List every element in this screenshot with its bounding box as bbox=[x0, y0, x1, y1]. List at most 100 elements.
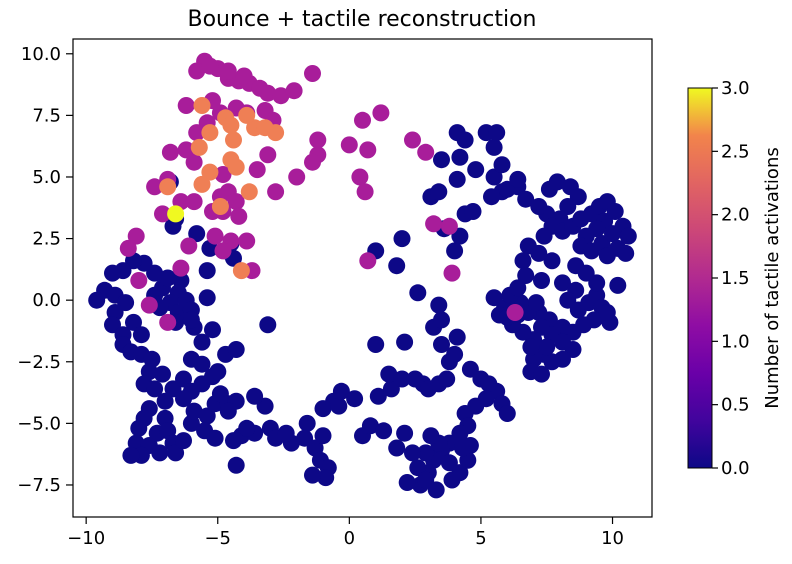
data-point-v0-123 bbox=[417, 444, 435, 462]
data-point-v0-145 bbox=[182, 350, 200, 368]
data-point-v0-260 bbox=[598, 304, 616, 321]
y-tick-label: 2.5 bbox=[32, 229, 61, 250]
data-point-v1-58 bbox=[130, 272, 148, 289]
y-tick-label: 10.0 bbox=[21, 44, 61, 65]
data-point-v0-211 bbox=[619, 227, 637, 245]
data-point-v0-102 bbox=[446, 345, 464, 363]
plot-frame bbox=[72, 38, 653, 518]
data-point-v1-65 bbox=[443, 264, 461, 282]
data-point-v0-90 bbox=[361, 417, 379, 435]
data-point-v0-135 bbox=[396, 424, 414, 442]
data-point-v0-250 bbox=[527, 294, 545, 312]
data-point-v1-33 bbox=[309, 131, 327, 149]
x-tick-label: −10 bbox=[67, 528, 105, 549]
data-point-v1-40 bbox=[404, 131, 421, 149]
x-tick-label: 0 bbox=[344, 528, 355, 549]
data-point-v1-27 bbox=[248, 161, 266, 179]
data-point-v0-55 bbox=[151, 444, 169, 462]
data-point-v0-243 bbox=[533, 365, 550, 383]
data-point-v0-214 bbox=[617, 244, 635, 262]
data-point-v0-57 bbox=[122, 446, 140, 464]
data-point-v0-61 bbox=[198, 407, 216, 425]
data-point-v1-17 bbox=[177, 97, 195, 114]
data-point-v1-1 bbox=[188, 62, 206, 80]
x-axis: −10 −5 0 5 10 bbox=[67, 517, 624, 549]
data-point-v1-26 bbox=[227, 193, 245, 211]
data-point-v0-267 bbox=[530, 198, 548, 215]
data-point-v0-60 bbox=[185, 402, 203, 420]
data-point-v0-44 bbox=[156, 392, 174, 410]
data-point-v2-1 bbox=[193, 97, 211, 114]
data-point-v0-22 bbox=[104, 264, 121, 282]
scatter-points bbox=[88, 52, 637, 499]
y-tick-label: −5.0 bbox=[17, 413, 61, 434]
data-point-v1-62 bbox=[359, 252, 377, 270]
data-point-v0-172 bbox=[433, 151, 450, 169]
y-axis: −7.5 −5.0 −2.5 0.0 2.5 5.0 7.5 10.0 bbox=[17, 44, 73, 496]
y-tick-label: −7.5 bbox=[17, 475, 61, 496]
data-point-v1-34 bbox=[340, 136, 358, 154]
data-point-v1-56 bbox=[180, 237, 198, 255]
data-point-v1-28 bbox=[259, 146, 277, 164]
data-point-v0-185 bbox=[485, 138, 503, 156]
y-tick-label: 0.0 bbox=[32, 290, 61, 311]
data-point-v0-43 bbox=[175, 390, 192, 408]
data-point-v0-147 bbox=[204, 321, 221, 339]
data-point-v1-59 bbox=[140, 296, 158, 314]
data-point-v0-176 bbox=[485, 168, 503, 186]
data-point-v3-0 bbox=[167, 205, 185, 223]
data-point-v1-35 bbox=[354, 111, 371, 129]
data-point-v0-257 bbox=[567, 257, 585, 275]
data-point-v1-39 bbox=[356, 183, 374, 201]
data-point-v1-60 bbox=[159, 313, 177, 331]
data-point-v1-7 bbox=[259, 84, 277, 102]
data-point-v1-63 bbox=[425, 215, 443, 233]
data-point-v1-22 bbox=[185, 153, 203, 171]
data-point-v0-255 bbox=[509, 279, 527, 297]
data-point-v0-85 bbox=[314, 427, 332, 445]
data-point-v0-95 bbox=[393, 370, 411, 388]
data-point-v0-265 bbox=[488, 124, 506, 142]
data-point-v0-219 bbox=[517, 267, 535, 284]
data-point-v0-58 bbox=[175, 432, 192, 450]
data-point-v1-52 bbox=[214, 242, 232, 260]
data-point-v1-8 bbox=[272, 87, 290, 105]
data-point-v1-53 bbox=[238, 232, 256, 250]
x-tick-label: 5 bbox=[475, 528, 486, 549]
data-point-v0-161 bbox=[409, 284, 427, 302]
data-point-v1-69 bbox=[235, 67, 253, 85]
data-point-v0-162 bbox=[388, 257, 406, 275]
data-point-v1-64 bbox=[440, 217, 458, 235]
data-point-v0-103 bbox=[433, 336, 450, 353]
data-point-v0-68 bbox=[219, 402, 237, 420]
data-point-v1-49 bbox=[230, 207, 248, 225]
data-point-v0-47 bbox=[130, 419, 148, 437]
data-point-v0-146 bbox=[193, 333, 211, 351]
data-point-v1-41 bbox=[417, 143, 435, 161]
data-point-v0-264 bbox=[522, 338, 540, 356]
data-point-v2-2 bbox=[190, 138, 208, 156]
data-point-v0-134 bbox=[422, 427, 440, 445]
colorbar-label: Number of tactile activations bbox=[762, 147, 783, 408]
data-point-v0-195 bbox=[535, 227, 553, 245]
data-point-v0-94 bbox=[380, 365, 398, 383]
data-point-v0-173 bbox=[451, 148, 469, 166]
data-point-v2-12 bbox=[267, 124, 285, 142]
data-point-v2-16 bbox=[238, 106, 256, 124]
colorbar-tick-label: 0.0 bbox=[721, 458, 750, 479]
data-point-v0-175 bbox=[467, 161, 485, 179]
data-point-v0-91 bbox=[375, 422, 393, 440]
data-point-v0-17 bbox=[159, 269, 177, 287]
data-point-v1-57 bbox=[172, 259, 190, 277]
data-point-v0-132 bbox=[417, 471, 435, 489]
data-point-v0-70 bbox=[206, 429, 224, 447]
data-point-v0-244 bbox=[538, 338, 556, 356]
data-point-v0-138 bbox=[332, 382, 350, 400]
data-point-v0-8 bbox=[198, 262, 216, 280]
data-point-v0-171 bbox=[430, 183, 448, 201]
data-point-v1-32 bbox=[304, 153, 321, 171]
data-point-v2-17 bbox=[222, 116, 240, 134]
colorbar-tick-label: 2.0 bbox=[721, 205, 750, 226]
data-point-v0-54 bbox=[167, 444, 185, 462]
